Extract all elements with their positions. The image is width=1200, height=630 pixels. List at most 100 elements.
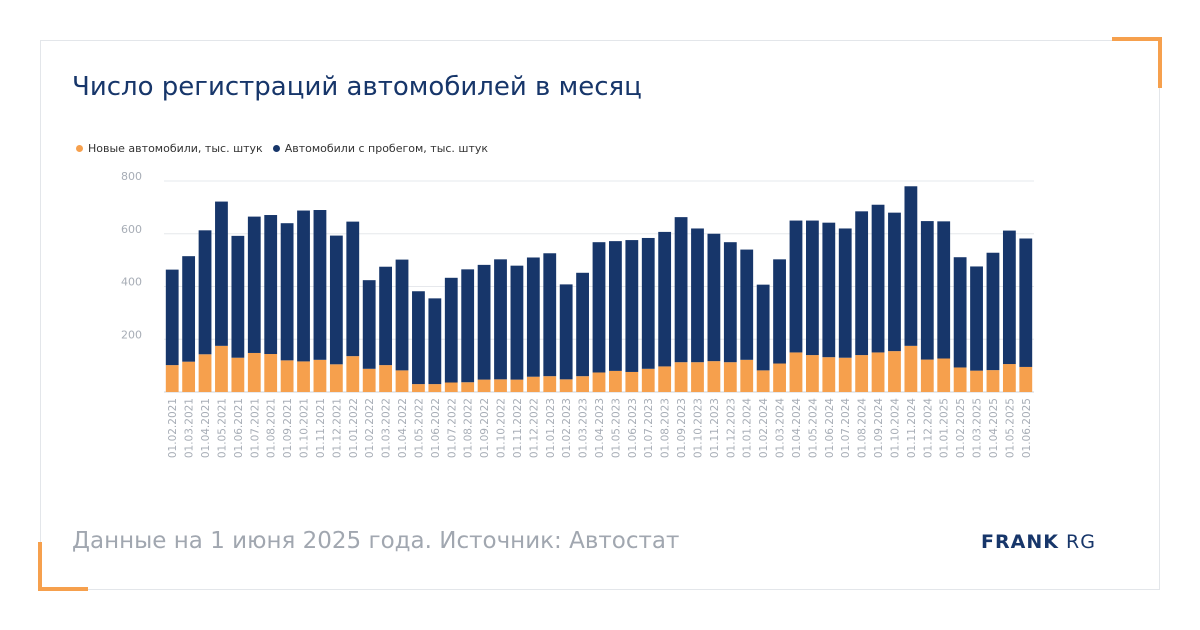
- bar-used: [625, 240, 639, 372]
- x-tick-label: 01.02.2025: [955, 398, 967, 458]
- bar-used: [789, 220, 803, 353]
- bar-used: [231, 235, 245, 358]
- bar-new: [543, 376, 557, 392]
- bar-used: [904, 186, 918, 346]
- bar-used: [855, 211, 869, 356]
- bar-new: [855, 355, 869, 392]
- x-tick-label: 01.12.2024: [922, 398, 934, 458]
- bar-new: [510, 379, 524, 392]
- bar-used: [543, 253, 557, 377]
- bar-used: [1019, 238, 1033, 367]
- bar-new: [904, 345, 918, 392]
- bar-new: [658, 366, 672, 392]
- chart-legend: Новые автомобили, тыс. штук Автомобили с…: [76, 142, 488, 155]
- x-tick-label: 01.07.2024: [840, 398, 852, 458]
- brand-logo-light: RG: [1066, 531, 1096, 553]
- bar-used: [264, 215, 278, 355]
- x-tick-label: 01.05.2022: [413, 398, 425, 458]
- bar-used: [280, 223, 294, 361]
- bar-used: [838, 228, 852, 358]
- bar-used: [773, 259, 786, 364]
- bar-used: [247, 216, 261, 353]
- x-tick-label: 01.08.2022: [463, 398, 475, 458]
- brand-logo-bold: FRANK: [981, 531, 1059, 553]
- bar-new: [740, 359, 754, 392]
- bar-used: [609, 241, 622, 371]
- bar-new: [641, 368, 655, 392]
- bar-new: [494, 379, 507, 392]
- legend-dot-new: [76, 145, 83, 152]
- x-tick-label: 01.03.2022: [381, 398, 393, 458]
- x-tick-label: 01.12.2021: [331, 398, 343, 458]
- bar-new: [838, 357, 852, 392]
- x-tick-label: 01.01.2023: [545, 398, 557, 458]
- x-tick-label: 01.11.2024: [906, 398, 918, 458]
- bar-new: [247, 352, 261, 392]
- bar-used: [691, 228, 704, 363]
- bar-used: [576, 272, 589, 377]
- footer-source: Данные на 1 июня 2025 года. Источник: Ав…: [72, 528, 680, 554]
- bar-new: [165, 365, 179, 392]
- bar-used: [379, 266, 393, 366]
- bar-new: [280, 360, 294, 392]
- x-tick-label: 01.11.2023: [709, 398, 721, 458]
- x-tick-label: 01.09.2022: [479, 398, 491, 458]
- x-tick-label: 01.06.2024: [824, 398, 836, 458]
- bar-used: [658, 231, 672, 367]
- corner-accent-top-right-vertical: [1158, 37, 1162, 88]
- x-tick-label: 01.09.2021: [282, 398, 294, 458]
- bar-used: [756, 284, 770, 371]
- bar-new: [691, 362, 704, 392]
- bar-used: [526, 257, 540, 377]
- x-tick-label: 01.03.2025: [972, 398, 984, 458]
- x-tick-label: 01.08.2023: [660, 398, 672, 458]
- bar-new: [773, 363, 786, 392]
- x-tick-label: 01.04.2024: [791, 398, 803, 458]
- bar-used: [641, 237, 655, 369]
- bar-used: [395, 259, 409, 371]
- x-tick-label: 01.04.2023: [594, 398, 606, 458]
- x-tick-label: 01.10.2021: [299, 398, 311, 458]
- x-tick-label: 01.07.2023: [643, 398, 655, 458]
- bar-new: [756, 370, 770, 392]
- bar-used: [428, 298, 442, 385]
- x-tick-label: 01.02.2023: [561, 398, 573, 458]
- bar-new: [264, 354, 278, 392]
- x-tick-label: 01.05.2025: [1004, 398, 1016, 458]
- bar-new: [609, 370, 622, 392]
- x-tick-label: 01.04.2025: [988, 398, 1000, 458]
- bar-new: [395, 370, 409, 392]
- bar-new: [559, 379, 573, 392]
- legend-label-new: Новые автомобили, тыс. штук: [88, 142, 263, 155]
- x-tick-label: 01.11.2022: [512, 398, 524, 458]
- bar-new: [198, 354, 212, 392]
- bar-used: [707, 233, 721, 362]
- y-tick-label: 600: [121, 223, 142, 236]
- bar-used: [953, 257, 967, 368]
- bar-used: [297, 210, 310, 362]
- x-tick-label: 01.10.2024: [889, 398, 901, 458]
- bar-used: [1002, 230, 1016, 365]
- bar-new: [428, 384, 442, 392]
- bar-used: [559, 284, 573, 380]
- x-tick-label: 01.04.2021: [200, 398, 212, 458]
- x-tick-label: 01.05.2023: [610, 398, 622, 458]
- bar-new: [805, 355, 819, 392]
- corner-accent-bottom-left: [38, 587, 88, 591]
- bar-new: [412, 384, 425, 392]
- bar-used: [871, 204, 885, 353]
- x-tick-label: 01.08.2021: [266, 398, 278, 458]
- x-tick-label: 01.09.2023: [676, 398, 688, 458]
- x-tick-label: 01.01.2024: [742, 398, 754, 458]
- bar-new: [953, 367, 967, 392]
- bar-new: [379, 365, 393, 392]
- x-tick-label: 01.06.2023: [627, 398, 639, 458]
- bar-new: [871, 352, 885, 392]
- bar-new: [297, 361, 310, 392]
- bar-used: [329, 235, 343, 365]
- bar-used: [215, 201, 228, 346]
- bar-used: [740, 249, 754, 360]
- x-tick-label: 01.06.2021: [233, 398, 245, 458]
- bar-used: [494, 259, 507, 380]
- bar-new: [888, 351, 901, 392]
